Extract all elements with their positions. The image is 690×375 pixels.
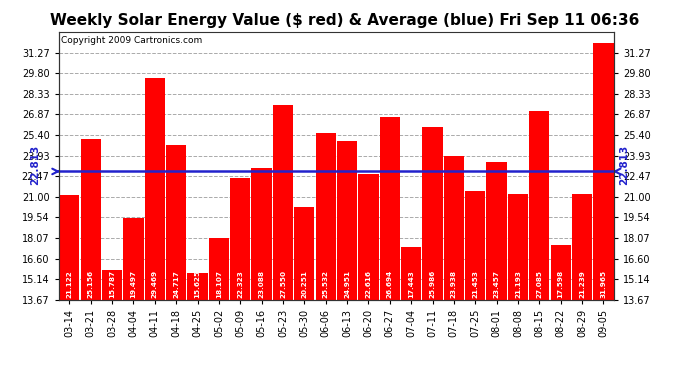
Bar <box>593 43 613 375</box>
Text: 21.193: 21.193 <box>515 270 521 298</box>
Bar <box>145 78 165 375</box>
Text: 25.532: 25.532 <box>323 270 328 298</box>
Bar <box>166 145 186 375</box>
Text: 27.550: 27.550 <box>280 270 286 298</box>
Text: 18.107: 18.107 <box>216 270 222 298</box>
Text: 17.598: 17.598 <box>558 270 564 298</box>
Text: 24.717: 24.717 <box>173 270 179 298</box>
Bar <box>59 195 79 375</box>
Bar <box>124 218 144 375</box>
Text: 21.239: 21.239 <box>579 270 585 298</box>
Bar <box>358 174 379 375</box>
Bar <box>486 162 506 375</box>
Text: 22.323: 22.323 <box>237 270 244 298</box>
Text: 22.616: 22.616 <box>366 270 371 298</box>
Text: 23.938: 23.938 <box>451 270 457 298</box>
Bar <box>401 247 422 375</box>
Bar <box>81 138 101 375</box>
Bar <box>251 168 272 375</box>
Text: 25.986: 25.986 <box>429 270 435 298</box>
Bar <box>315 133 336 375</box>
Text: 22.813: 22.813 <box>30 145 40 185</box>
Bar <box>380 117 400 375</box>
Text: 21.453: 21.453 <box>472 270 478 298</box>
Bar <box>230 178 250 375</box>
Text: 23.457: 23.457 <box>493 270 500 298</box>
Bar <box>444 156 464 375</box>
Bar <box>465 190 485 375</box>
Text: 24.951: 24.951 <box>344 270 350 298</box>
Text: 27.085: 27.085 <box>536 270 542 298</box>
Text: 19.497: 19.497 <box>130 270 137 298</box>
Text: 31.965: 31.965 <box>600 270 607 298</box>
Bar <box>337 141 357 375</box>
Bar <box>294 207 315 375</box>
Text: 29.469: 29.469 <box>152 270 158 298</box>
Text: 22.813: 22.813 <box>620 145 629 185</box>
Bar <box>188 273 208 375</box>
Bar <box>422 127 443 375</box>
Bar <box>529 111 549 375</box>
Text: Weekly Solar Energy Value ($ red) & Average (blue) Fri Sep 11 06:36: Weekly Solar Energy Value ($ red) & Aver… <box>50 13 640 28</box>
Bar <box>551 245 571 375</box>
Text: 26.694: 26.694 <box>387 270 393 298</box>
Bar <box>102 270 122 375</box>
Text: 15.787: 15.787 <box>109 270 115 298</box>
Text: 20.251: 20.251 <box>302 270 307 298</box>
Text: 25.156: 25.156 <box>88 270 94 298</box>
Bar <box>209 238 229 375</box>
Text: 15.625: 15.625 <box>195 270 201 298</box>
Bar <box>508 194 528 375</box>
Text: 17.443: 17.443 <box>408 270 414 298</box>
Text: Copyright 2009 Cartronics.com: Copyright 2009 Cartronics.com <box>61 36 203 45</box>
Text: 23.088: 23.088 <box>259 270 264 298</box>
Bar <box>273 105 293 375</box>
Text: 21.122: 21.122 <box>66 270 72 298</box>
Bar <box>572 194 592 375</box>
